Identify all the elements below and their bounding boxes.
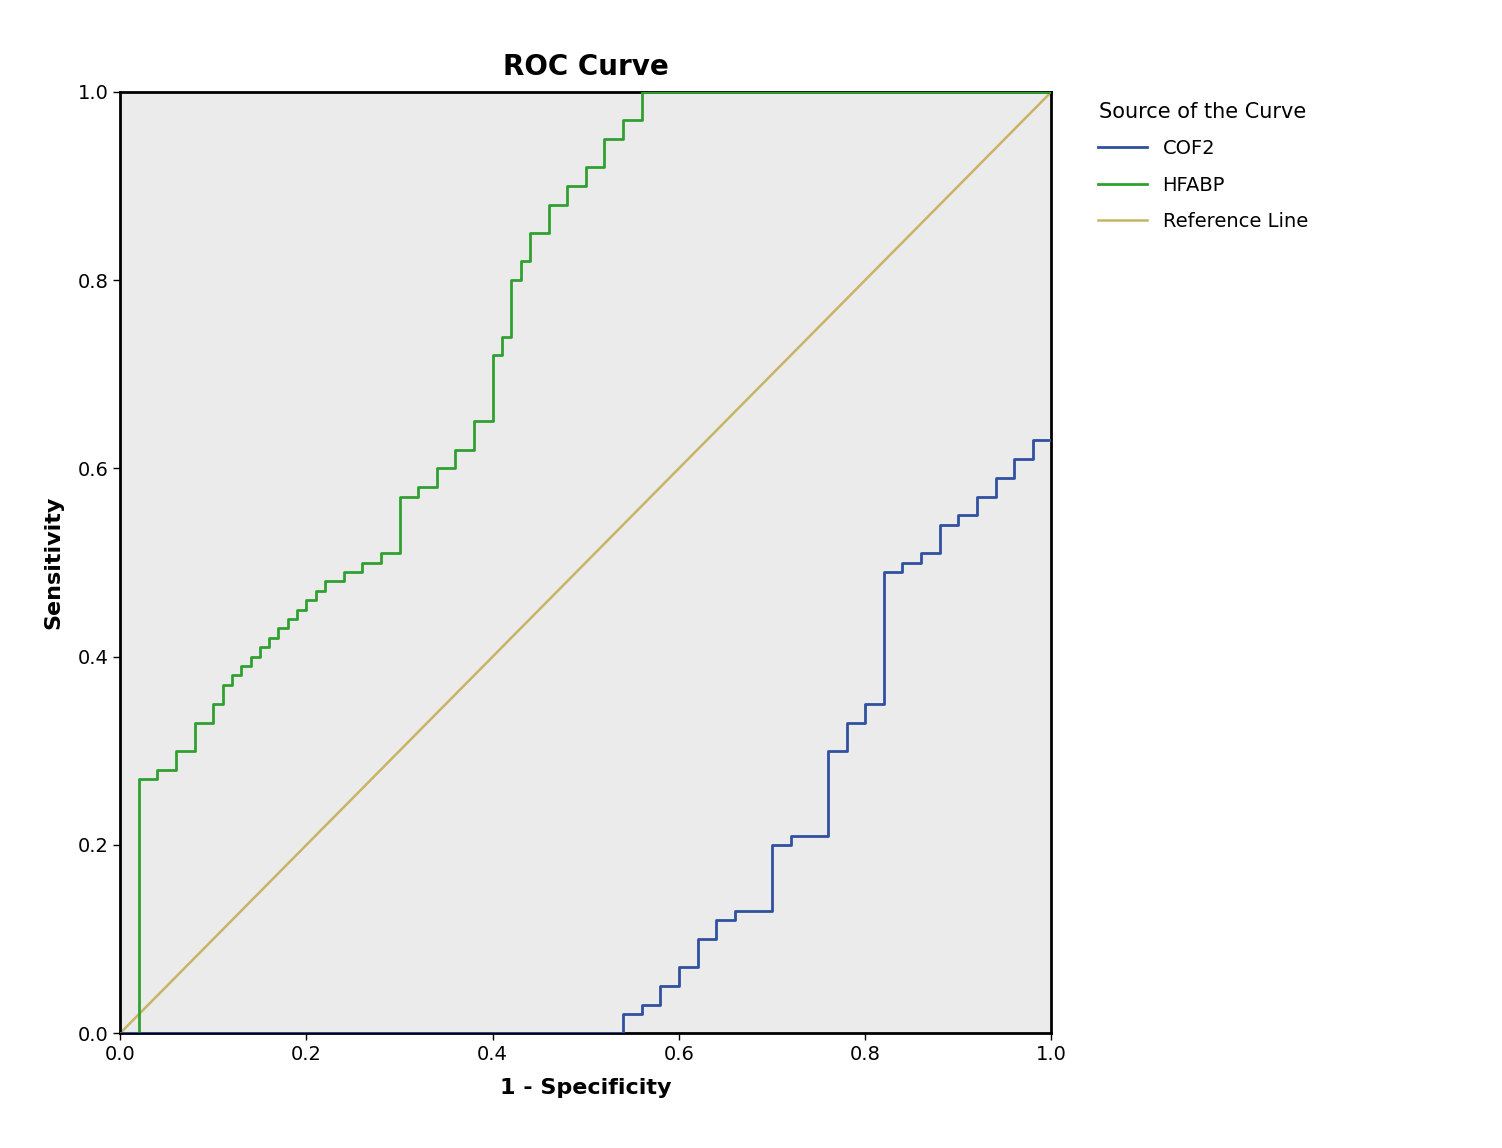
Title: ROC Curve: ROC Curve <box>503 53 668 82</box>
Y-axis label: Sensitivity: Sensitivity <box>44 496 63 629</box>
X-axis label: 1 - Specificity: 1 - Specificity <box>500 1078 671 1097</box>
Legend: COF2, HFABP, Reference Line: COF2, HFABP, Reference Line <box>1098 101 1308 231</box>
